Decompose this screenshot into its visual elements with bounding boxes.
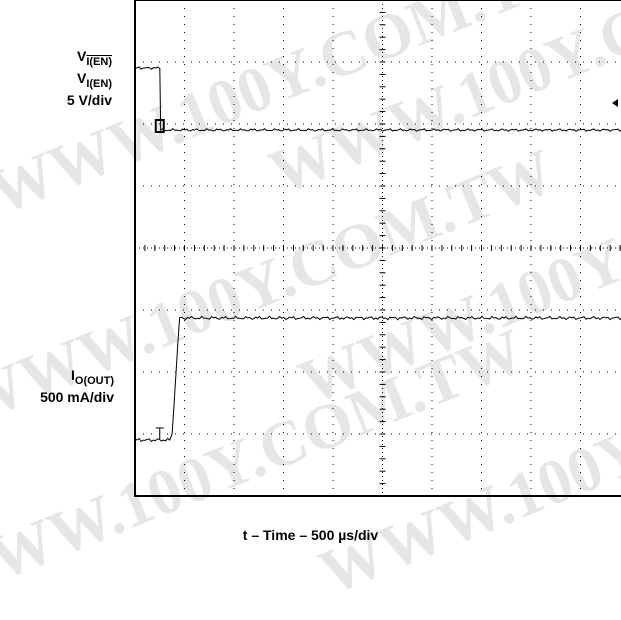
channel2-ylabel: IO(OUT) <box>71 367 114 387</box>
channel1-ylabel-enbar: VI(EN) <box>76 48 112 68</box>
trace-output-current <box>134 315 621 443</box>
trigger-level-marker <box>612 99 618 107</box>
channel1-scale: 5 V/div <box>66 92 112 108</box>
channel1-ground-marker <box>154 119 165 133</box>
channel2-label: IO(OUT) 500 mA/div <box>0 367 114 405</box>
channel2-scale: 500 mA/div <box>40 389 114 405</box>
x-axis-label: t – Time – 500 µs/div <box>242 527 379 543</box>
screen-border <box>134 0 621 497</box>
channel1-label: VI(EN) VI(EN) 5 V/div <box>20 48 112 108</box>
oscilloscope-chart <box>134 0 621 497</box>
trace-enable-voltage <box>134 66 621 133</box>
channel1-ylabel-en: VI(EN) <box>76 70 112 90</box>
